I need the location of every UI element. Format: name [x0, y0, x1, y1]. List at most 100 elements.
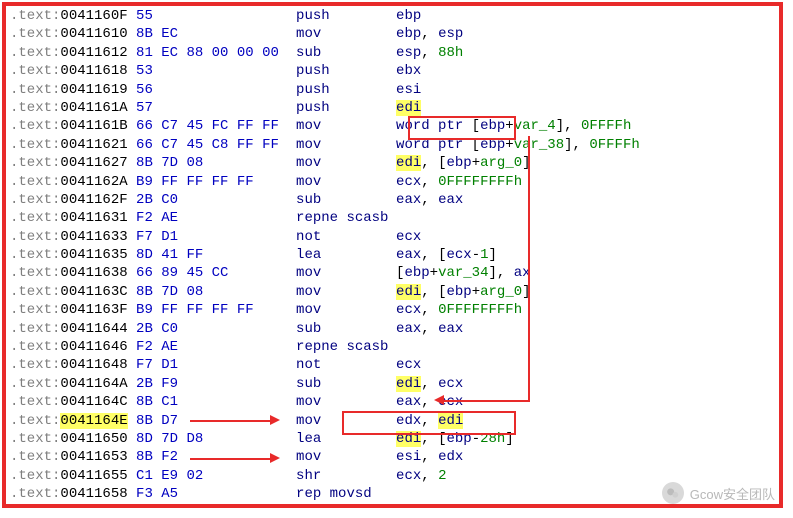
- section-label: .text:: [10, 118, 60, 134]
- section-label: .text:: [10, 431, 60, 447]
- operands: edi, ecx: [396, 376, 463, 392]
- address: 00411618: [60, 63, 127, 79]
- address: 00411635: [60, 247, 127, 263]
- section-label: .text:: [10, 26, 60, 42]
- section-label: .text:: [10, 210, 60, 226]
- disasm-row: .text:0041164E 8B D7movedx, edi: [6, 413, 779, 431]
- address: 00411658: [60, 486, 127, 502]
- mnemonic: repne scasb: [296, 339, 396, 355]
- opcode-bytes: 66 C7 45 C8 FF FF: [136, 137, 296, 153]
- mnemonic: lea: [296, 431, 396, 447]
- disasm-row: .text:0041161A 57pushedi: [6, 100, 779, 118]
- section-label: .text:: [10, 100, 60, 116]
- section-label: .text:: [10, 265, 60, 281]
- mnemonic: not: [296, 357, 396, 373]
- opcode-bytes: 8D 7D D8: [136, 431, 296, 447]
- section-label: .text:: [10, 357, 60, 373]
- opcode-bytes: 57: [136, 100, 296, 116]
- disasm-row: .text:00411631 F2 AErepne scasb: [6, 210, 779, 228]
- opcode-bytes: 8B 7D 08: [136, 155, 296, 171]
- disasm-row: .text:0041164C 8B C1moveax, ecx: [6, 394, 779, 412]
- section-label: .text:: [10, 137, 60, 153]
- section-label: .text:: [10, 229, 60, 245]
- section-label: .text:: [10, 174, 60, 190]
- operands: ebx: [396, 63, 421, 79]
- operands: esi, edx: [396, 449, 463, 465]
- section-label: .text:: [10, 8, 60, 24]
- section-label: .text:: [10, 247, 60, 263]
- disasm-row: .text:0041162F 2B C0subeax, eax: [6, 192, 779, 210]
- mnemonic: mov: [296, 413, 396, 429]
- disasm-row: .text:00411627 8B 7D 08movedi, [ebp+arg_…: [6, 155, 779, 173]
- operands: esp, 88h: [396, 45, 463, 61]
- mnemonic: mov: [296, 137, 396, 153]
- disasm-row: .text:00411658 F3 A5rep movsd: [6, 486, 779, 504]
- opcode-bytes: 8B C1: [136, 394, 296, 410]
- section-label: .text:: [10, 155, 60, 171]
- mnemonic: lea: [296, 247, 396, 263]
- mnemonic: mov: [296, 302, 396, 318]
- opcode-bytes: C1 E9 02: [136, 468, 296, 484]
- mnemonic: sub: [296, 376, 396, 392]
- section-label: .text:: [10, 321, 60, 337]
- section-label: .text:: [10, 394, 60, 410]
- operands: eax, eax: [396, 321, 463, 337]
- address: 00411655: [60, 468, 127, 484]
- address: 0041164E: [60, 413, 127, 429]
- address: 0041161A: [60, 100, 127, 116]
- opcode-bytes: F7 D1: [136, 357, 296, 373]
- operands: ecx: [396, 229, 421, 245]
- address: 00411648: [60, 357, 127, 373]
- address: 00411610: [60, 26, 127, 42]
- operands: word ptr [ebp+var_38], 0FFFFh: [396, 137, 640, 153]
- address: 00411627: [60, 155, 127, 171]
- opcode-bytes: 8B F2: [136, 449, 296, 465]
- disasm-row: .text:00411653 8B F2movesi, edx: [6, 449, 779, 467]
- opcode-bytes: 8B D7: [136, 413, 296, 429]
- mnemonic: repne scasb: [296, 210, 396, 226]
- mnemonic: push: [296, 100, 396, 116]
- operands: ecx, 0FFFFFFFFh: [396, 174, 522, 190]
- mnemonic: mov: [296, 118, 396, 134]
- address: 0041163C: [60, 284, 127, 300]
- opcode-bytes: F7 D1: [136, 229, 296, 245]
- disasm-row: .text:00411650 8D 7D D8leaedi, [ebp-28h]: [6, 431, 779, 449]
- opcode-bytes: 55: [136, 8, 296, 24]
- address: 0041164C: [60, 394, 127, 410]
- disasm-row: .text:0041164A 2B F9subedi, ecx: [6, 376, 779, 394]
- mnemonic: push: [296, 63, 396, 79]
- mnemonic: rep movsd: [296, 486, 396, 502]
- disasm-row: .text:0041163C 8B 7D 08movedi, [ebp+arg_…: [6, 284, 779, 302]
- opcode-bytes: 56: [136, 82, 296, 98]
- disasm-row: .text:0041162A B9 FF FF FF FFmovecx, 0FF…: [6, 174, 779, 192]
- disasm-row: .text:00411655 C1 E9 02shrecx, 2: [6, 468, 779, 486]
- address: 00411646: [60, 339, 127, 355]
- mnemonic: mov: [296, 394, 396, 410]
- operands: ecx, 2: [396, 468, 446, 484]
- section-label: .text:: [10, 45, 60, 61]
- mnemonic: shr: [296, 468, 396, 484]
- disasm-row: .text:00411618 53pushebx: [6, 63, 779, 81]
- disasm-row: .text:00411610 8B ECmovebp, esp: [6, 26, 779, 44]
- address: 00411650: [60, 431, 127, 447]
- section-label: .text:: [10, 339, 60, 355]
- mnemonic: sub: [296, 45, 396, 61]
- opcode-bytes: 8B 7D 08: [136, 284, 296, 300]
- address: 00411638: [60, 265, 127, 281]
- opcode-bytes: B9 FF FF FF FF: [136, 174, 296, 190]
- address: 0041164A: [60, 376, 127, 392]
- disasm-row: .text:0041160F 55pushebp: [6, 8, 779, 26]
- opcode-bytes: F3 A5: [136, 486, 296, 502]
- section-label: .text:: [10, 302, 60, 318]
- operands: ecx: [396, 357, 421, 373]
- mnemonic: mov: [296, 265, 396, 281]
- disasm-row: .text:00411646 F2 AErepne scasb: [6, 339, 779, 357]
- mnemonic: mov: [296, 155, 396, 171]
- mnemonic: push: [296, 82, 396, 98]
- section-label: .text:: [10, 449, 60, 465]
- opcode-bytes: 8D 41 FF: [136, 247, 296, 263]
- operands: edi: [396, 100, 421, 116]
- mnemonic: push: [296, 8, 396, 24]
- operands: eax, eax: [396, 192, 463, 208]
- disasm-row: .text:00411648 F7 D1notecx: [6, 357, 779, 375]
